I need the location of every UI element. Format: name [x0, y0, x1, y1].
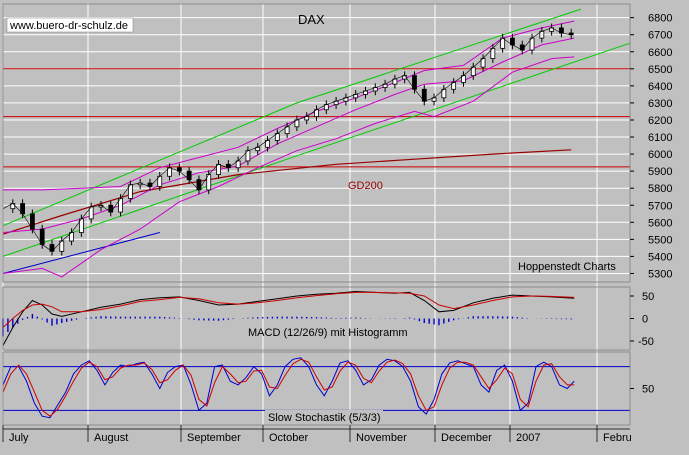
candle-body	[568, 32, 574, 36]
price-ytick-label: 5600	[648, 217, 672, 229]
stoch-label: Slow Stochastik (5/3/3)	[268, 412, 381, 424]
price-ytick-label: 6700	[648, 30, 672, 42]
chart-title: DAX	[298, 12, 325, 27]
stoch-ytick-label: 50	[642, 384, 654, 396]
price-ytick-label: 6300	[648, 98, 672, 110]
panel-frame	[2, 3, 631, 283]
price-ytick-label: 5400	[648, 251, 672, 263]
gd200-line	[2, 149, 572, 235]
price-ytick-label: 6100	[648, 132, 672, 144]
x-tick-label: September	[187, 432, 241, 444]
x-tick-label: July	[9, 432, 29, 444]
macd-ytick-label: -50	[638, 336, 654, 348]
close-line	[2, 27, 572, 252]
x-tick-label: August	[94, 432, 128, 444]
price-ytick-label: 6600	[648, 47, 672, 59]
price-ytick-label: 6000	[648, 149, 672, 161]
price-ytick-label: 5700	[648, 200, 672, 212]
price-ytick-label: 6800	[648, 13, 672, 25]
price-panel	[2, 8, 631, 278]
short-trend-line	[2, 232, 160, 274]
bollinger-lower-line	[2, 56, 575, 278]
macd-panel	[2, 290, 575, 346]
watermark-box	[6, 17, 134, 33]
x-tick-label: 2007	[516, 432, 540, 444]
macd-ytick-label: 50	[642, 291, 654, 303]
price-ytick-label: 5800	[648, 183, 672, 195]
x-tick-label: October	[269, 432, 308, 444]
watermark: www.buero-dr-schulz.de	[9, 20, 128, 32]
source-label: Hoppenstedt Charts	[518, 261, 616, 273]
price-ytick-label: 6500	[648, 64, 672, 76]
price-ytick-label: 5900	[648, 166, 672, 178]
price-ytick-label: 6400	[648, 81, 672, 93]
macd-ytick-label: 0	[642, 314, 648, 326]
macd-signal-line	[2, 291, 575, 328]
stoch-d-line	[2, 358, 575, 417]
x-tick-label: November	[356, 432, 407, 444]
price-ytick-label: 5300	[648, 268, 672, 280]
stoch-panel	[2, 357, 630, 419]
stoch-k-line	[2, 357, 575, 419]
x-tick-label: December	[441, 432, 492, 444]
axes: July August September October November Decemb…	[2, 3, 672, 444]
x-tick-label: Febru	[603, 432, 632, 444]
price-ytick-label: 5500	[648, 234, 672, 246]
gd200-label: GD200	[348, 180, 383, 192]
stoch-label-box	[265, 410, 383, 424]
macd-label: MACD (12/26/9) mit Histogramm	[248, 327, 408, 339]
price-ytick-label: 6200	[648, 115, 672, 127]
channel-upper-line	[2, 8, 582, 227]
channel-lower-line	[2, 42, 631, 257]
